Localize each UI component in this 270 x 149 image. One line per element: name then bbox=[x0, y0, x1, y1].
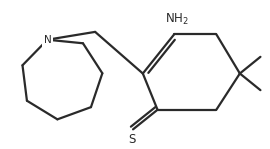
Text: N: N bbox=[43, 35, 51, 45]
Text: NH$_2$: NH$_2$ bbox=[165, 12, 189, 27]
Text: N: N bbox=[43, 35, 51, 45]
Text: S: S bbox=[128, 133, 136, 146]
